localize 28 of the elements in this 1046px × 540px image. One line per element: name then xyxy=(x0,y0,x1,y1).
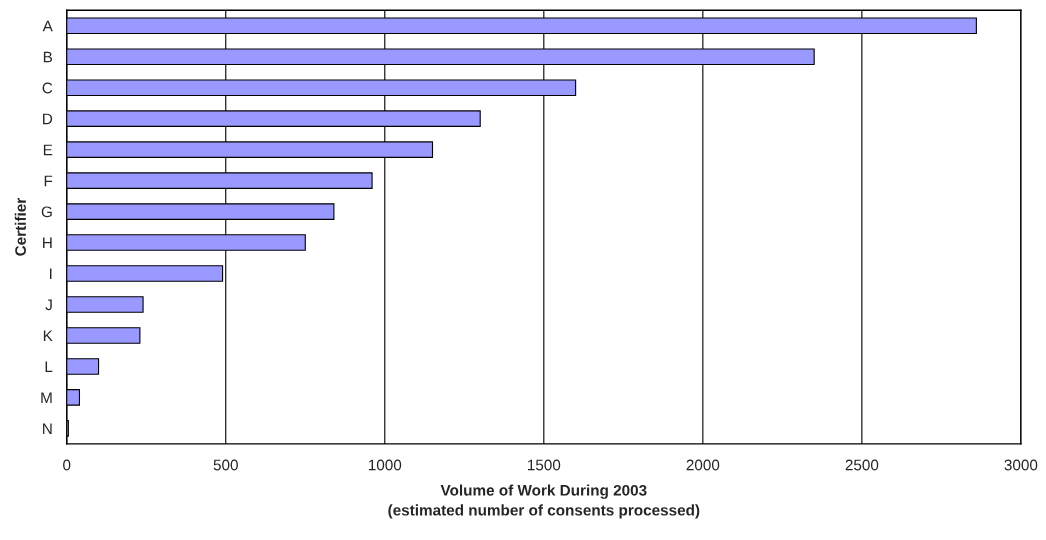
y-tick-label: N xyxy=(43,423,52,434)
y-tick-label: H xyxy=(43,237,52,249)
bar xyxy=(66,327,141,344)
y-tick-label: K xyxy=(43,330,53,342)
y-tick-label: A xyxy=(42,20,53,32)
y-tick-label: B xyxy=(43,51,53,63)
x-tick-label: 2000 xyxy=(686,459,720,471)
y-tick-label: D xyxy=(43,113,53,125)
y-tick-label: F xyxy=(44,175,53,187)
y-tick-label: C xyxy=(42,82,53,94)
y-tick-label: J xyxy=(45,299,52,311)
y-tick-label: G xyxy=(41,206,52,218)
x-tick-label: 500 xyxy=(213,459,238,471)
bar xyxy=(66,296,144,313)
bar xyxy=(66,389,81,406)
x-tick-label: 1500 xyxy=(527,459,561,471)
y-tick-label: L xyxy=(45,361,53,372)
y-tick-label: M xyxy=(41,392,52,403)
x-axis-title: Volume of Work During 2003 (estimated number of consents processed) xyxy=(388,484,700,519)
x-tick-label: 2500 xyxy=(845,459,879,471)
x-tick-label: 0 xyxy=(63,459,71,471)
bar xyxy=(66,265,224,282)
x-tick-label: 1000 xyxy=(368,459,402,471)
y-tick-label: E xyxy=(43,144,53,156)
y-tick-label: I xyxy=(50,268,52,280)
x-tick-label: 3000 xyxy=(1004,459,1038,471)
bar xyxy=(66,358,100,375)
y-axis-title: Certifier xyxy=(14,198,26,256)
